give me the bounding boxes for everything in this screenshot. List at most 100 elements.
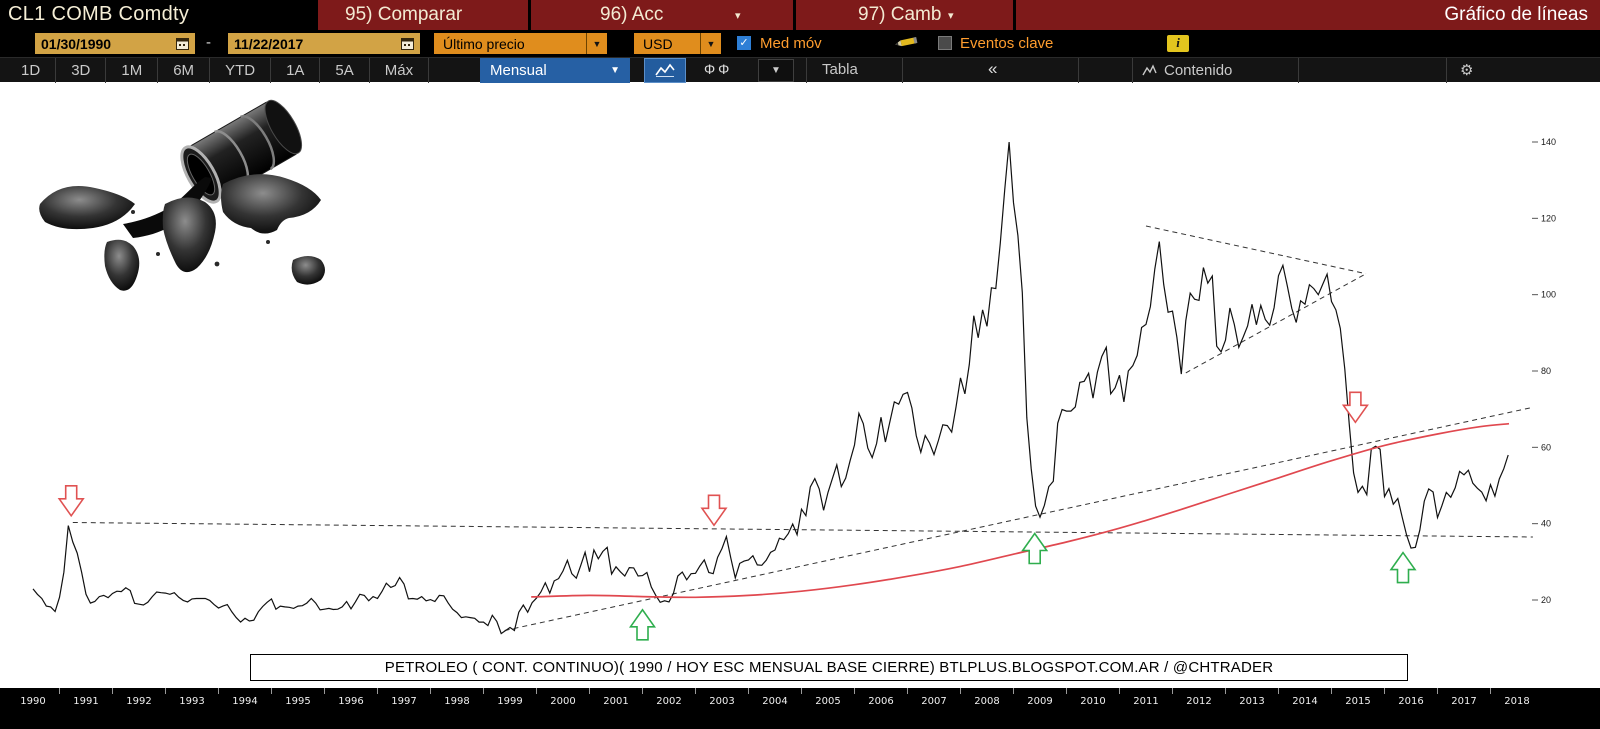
moving-average-label: Med móv <box>760 35 822 52</box>
period-dropdown[interactable]: Mensual ▼ <box>480 58 630 83</box>
range-6m[interactable]: 6M <box>158 58 211 83</box>
pencil-icon[interactable] <box>893 34 921 55</box>
x-axis-label: 2007 <box>921 696 947 707</box>
x-axis-tick <box>907 688 908 694</box>
x-axis-label: 1994 <box>232 696 258 707</box>
divider <box>1298 58 1299 83</box>
range-3d[interactable]: 3D <box>56 58 107 83</box>
x-axis-tick <box>59 688 60 694</box>
x-axis-tick <box>1013 688 1014 694</box>
collapse-panel-button[interactable]: « <box>988 59 998 78</box>
date-from-field[interactable]: 01/30/1990 <box>35 33 195 54</box>
period-value: Mensual <box>490 62 547 79</box>
x-axis-tick <box>589 688 590 694</box>
date-to-field[interactable]: 11/22/2017 <box>228 33 420 54</box>
line-chart-icon <box>655 63 675 77</box>
x-axis-tick <box>1490 688 1491 694</box>
oil-barrel-world-map-logo <box>39 99 325 291</box>
chevron-down-icon[interactable]: ▾ <box>735 10 741 22</box>
range-5a[interactable]: 5A <box>320 58 370 83</box>
price-source-value: Último precio <box>443 35 525 52</box>
x-axis-label: 2015 <box>1345 696 1371 707</box>
drawing-tools-icon[interactable]: ΦΦ <box>704 61 733 77</box>
x-axis-tick <box>430 688 431 694</box>
x-axis-label: 1990 <box>20 696 46 707</box>
x-axis-tick <box>536 688 537 694</box>
x-axis-tick <box>112 688 113 694</box>
x-axis-label: 2003 <box>709 696 735 707</box>
x-axis-label: 1991 <box>73 696 99 707</box>
chart-annotation-title: PETROLEO ( CONT. CONTINUO)( 1990 / HOY E… <box>250 654 1408 681</box>
x-axis-label: 2011 <box>1133 696 1159 707</box>
x-axis-tick <box>324 688 325 694</box>
dropdown-caret-button[interactable]: ▼ <box>758 59 794 82</box>
table-button[interactable]: Tabla <box>822 61 858 78</box>
x-axis-tick <box>642 688 643 694</box>
currency-dropdown[interactable]: USD <box>634 33 700 54</box>
chart-toolbar: 1D 3D 1M 6M YTD 1A 5A Máx Mensual ▼ ΦΦ ▼… <box>0 57 1600 83</box>
price-source-dropdown[interactable]: Último precio <box>434 33 586 54</box>
x-axis-tick <box>801 688 802 694</box>
range-max[interactable]: Máx <box>370 58 430 83</box>
x-axis-label: 2002 <box>656 696 682 707</box>
key-events-label: Eventos clave <box>960 35 1054 52</box>
x-axis-tick <box>1384 688 1385 694</box>
price-source-caret[interactable]: ▼ <box>586 33 607 54</box>
content-button[interactable]: Contenido <box>1142 58 1232 83</box>
x-axis-label: 2001 <box>603 696 629 707</box>
divider <box>902 58 903 83</box>
currency-caret[interactable]: ▼ <box>700 33 721 54</box>
range-ytd[interactable]: YTD <box>210 58 272 83</box>
content-chart-icon <box>1142 64 1157 76</box>
currency-value: USD <box>643 35 673 52</box>
date-to-value: 11/22/2017 <box>234 35 304 52</box>
divider <box>1132 58 1133 83</box>
x-axis: 1990 1991 1992 1993 1994 1995 1996 1997 1998 1999… <box>0 688 1600 729</box>
title-bar: CL1 COMB Comdty 95) Comparar 96) Acc ▾ 9… <box>0 0 1600 30</box>
settings-bar: 01/30/1990 - 11/22/2017 Último precio ▼ … <box>0 30 1600 57</box>
calendar-icon[interactable] <box>176 37 189 50</box>
menu-camb[interactable]: 97) Camb <box>858 4 942 25</box>
x-axis-tick <box>1066 688 1067 694</box>
range-1m[interactable]: 1M <box>106 58 159 83</box>
range-1a[interactable]: 1A <box>271 58 321 83</box>
x-axis-label: 2005 <box>815 696 841 707</box>
chevron-down-icon: ▼ <box>610 65 620 76</box>
divider <box>793 0 796 30</box>
moving-average-checkbox[interactable]: ✓ <box>737 36 751 50</box>
x-axis-label: 2000 <box>550 696 576 707</box>
x-axis-label: 2010 <box>1080 696 1106 707</box>
x-axis-label: 2006 <box>868 696 894 707</box>
x-axis-label: 2017 <box>1451 696 1477 707</box>
divider <box>806 58 807 83</box>
x-axis-tick <box>1437 688 1438 694</box>
x-axis-tick <box>1331 688 1332 694</box>
menu-comparar[interactable]: 95) Comparar <box>345 4 463 25</box>
x-axis-tick <box>377 688 378 694</box>
x-axis-tick <box>748 688 749 694</box>
divider <box>1078 58 1079 83</box>
chevron-down-icon[interactable]: ▾ <box>948 10 954 22</box>
x-axis-tick <box>960 688 961 694</box>
x-axis-tick <box>483 688 484 694</box>
x-axis-label: 1996 <box>338 696 364 707</box>
range-1d[interactable]: 1D <box>6 58 57 83</box>
x-axis-tick <box>1225 688 1226 694</box>
x-axis-tick <box>1119 688 1120 694</box>
x-axis-tick <box>218 688 219 694</box>
line-chart-type-button[interactable] <box>644 58 686 83</box>
menu-acc[interactable]: 96) Acc <box>600 4 664 25</box>
info-icon[interactable]: i <box>1167 35 1189 52</box>
chart-mode-title: Gráfico de líneas <box>1444 4 1588 25</box>
x-axis-tick <box>271 688 272 694</box>
x-axis-tick <box>1278 688 1279 694</box>
divider <box>1013 0 1016 30</box>
x-axis-label: 1997 <box>391 696 417 707</box>
x-axis-label: 2016 <box>1398 696 1424 707</box>
x-axis-label: 2018 <box>1504 696 1530 707</box>
calendar-icon[interactable] <box>401 37 414 50</box>
x-axis-tick <box>854 688 855 694</box>
gear-icon[interactable]: ⚙ <box>1460 62 1474 79</box>
x-axis-label: 2012 <box>1186 696 1212 707</box>
key-events-checkbox[interactable] <box>938 36 952 50</box>
